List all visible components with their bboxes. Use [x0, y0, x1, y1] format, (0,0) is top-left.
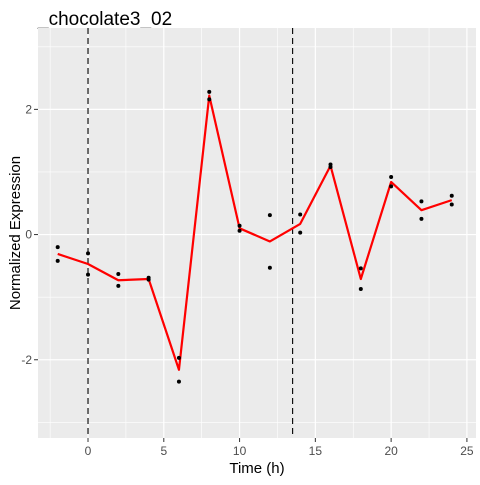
grid-major: [38, 28, 476, 438]
x-tick-label: 5: [160, 444, 167, 458]
data-point: [116, 283, 121, 288]
series-lines: [57, 94, 453, 371]
data-point: [207, 97, 212, 102]
data-point: [176, 379, 181, 384]
data-point: [449, 193, 454, 198]
y-tick-label: 2: [25, 102, 32, 116]
data-point: [358, 287, 363, 292]
data-point: [176, 355, 181, 360]
data-point: [86, 251, 91, 256]
plot-panel: [38, 28, 476, 438]
reference-lines: [87, 28, 294, 438]
data-point: [267, 265, 272, 270]
data-point: [237, 228, 242, 233]
x-axis-ticks: 0 5 10 15 20 25: [85, 438, 474, 458]
x-tick-label: 0: [85, 444, 92, 458]
data-point: [419, 199, 424, 204]
chart-title: _chocolate3_02: [37, 9, 172, 30]
data-point: [237, 223, 242, 228]
y-tick-label: 0: [25, 228, 32, 242]
data-point: [86, 272, 91, 277]
x-tick-label: 20: [384, 444, 398, 458]
trend-line: [57, 94, 453, 371]
data-point: [55, 258, 60, 263]
data-point: [116, 272, 121, 276]
data-point: [146, 277, 151, 282]
y-axis-label: Normalized Expression: [7, 156, 24, 310]
grid-minor: [38, 28, 476, 438]
x-tick-label: 10: [233, 444, 247, 458]
data-point: [207, 89, 212, 94]
data-point: [389, 184, 394, 189]
data-point: [267, 213, 272, 218]
data-point: [358, 266, 363, 271]
data-point: [389, 174, 394, 179]
data-point: [298, 212, 303, 217]
data-point: [298, 230, 303, 235]
x-tick-label: 15: [309, 444, 323, 458]
data-point: [419, 216, 424, 221]
y-tick-label: -2: [21, 353, 32, 367]
x-tick-label: 25: [460, 444, 474, 458]
x-axis-label: Time (h): [229, 460, 284, 477]
data-point: [328, 164, 333, 169]
y-axis-ticks: -2 0 2: [21, 102, 38, 367]
data-point: [449, 202, 454, 207]
series-points: [55, 89, 454, 384]
data-point: [55, 245, 60, 250]
